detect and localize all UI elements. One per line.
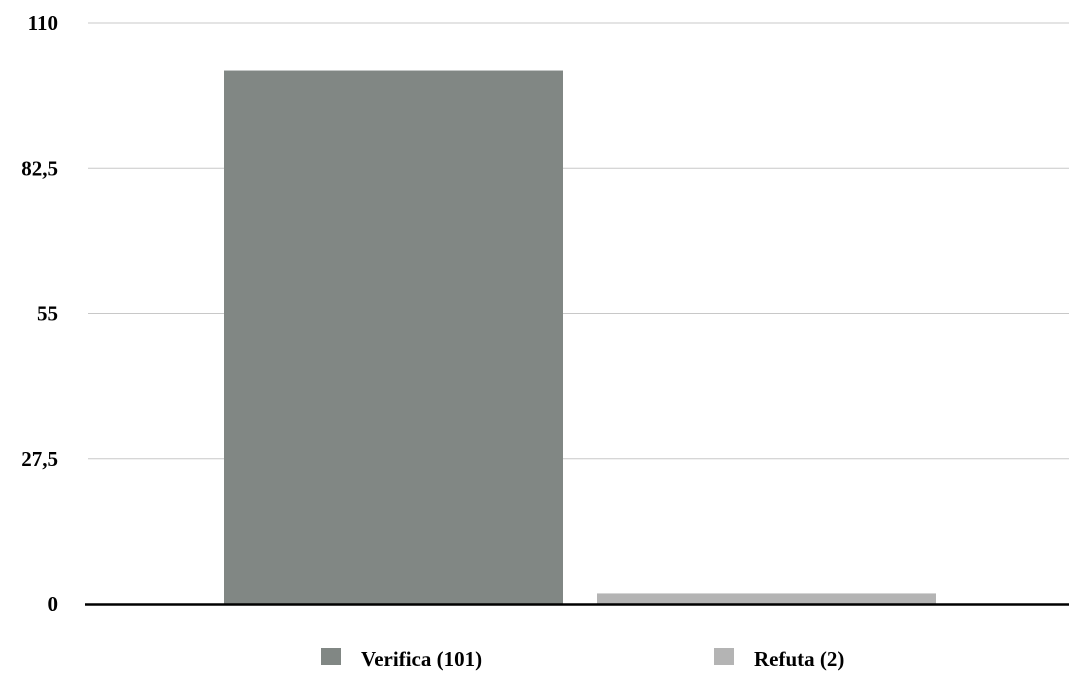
y-axis-tick-labels: 0 27,5 55 82,5 110 <box>21 11 58 616</box>
y-tick-label: 110 <box>28 11 58 35</box>
bars <box>224 70 936 604</box>
y-tick-label: 0 <box>48 592 59 616</box>
legend: Verifica (101) Refuta (2) <box>321 647 844 671</box>
legend-swatch <box>714 648 734 665</box>
y-tick-label: 27,5 <box>21 447 58 471</box>
legend-label: Verifica (101) <box>361 647 482 671</box>
legend-label: Refuta (2) <box>754 647 844 671</box>
legend-swatch <box>321 648 341 665</box>
bar-verifica <box>224 70 563 604</box>
y-tick-label: 82,5 <box>21 156 58 180</box>
y-tick-label: 55 <box>37 302 58 326</box>
bar-refuta <box>597 593 936 604</box>
